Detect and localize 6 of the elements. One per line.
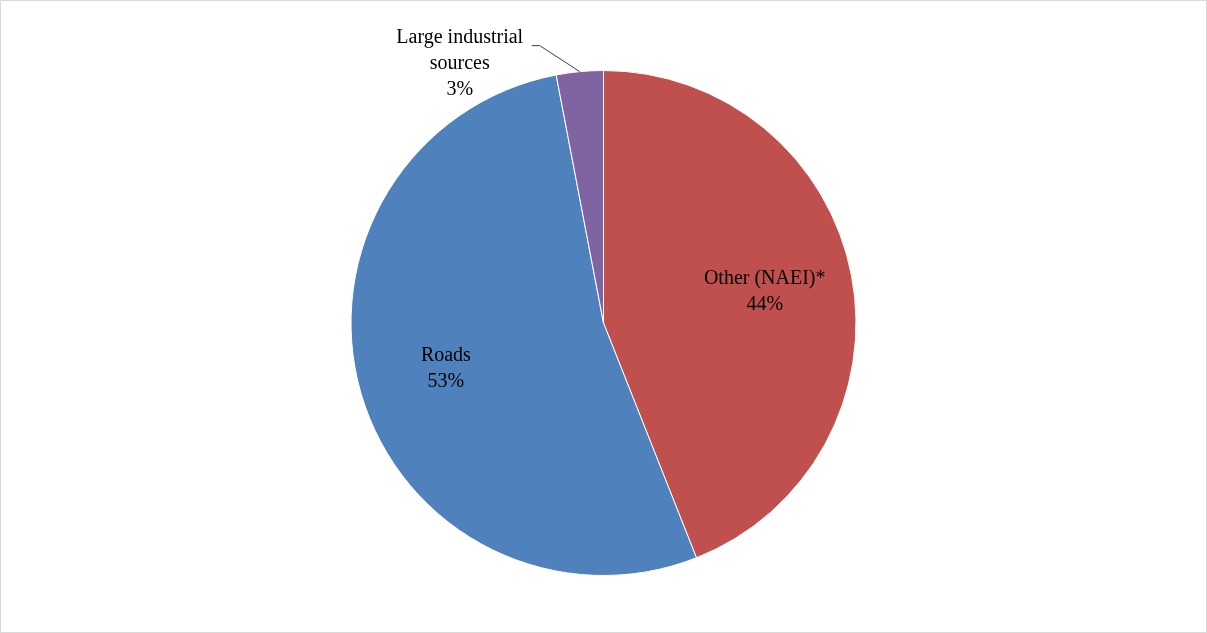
slice-label: Roads [420,343,472,366]
data-label: 44% [746,292,784,315]
slice-label: Large industrial sources [396,24,524,73]
slice-label: Other (NAEI)* [703,266,826,290]
data-label: 53% [427,369,465,392]
data-label: 3% [446,76,474,99]
